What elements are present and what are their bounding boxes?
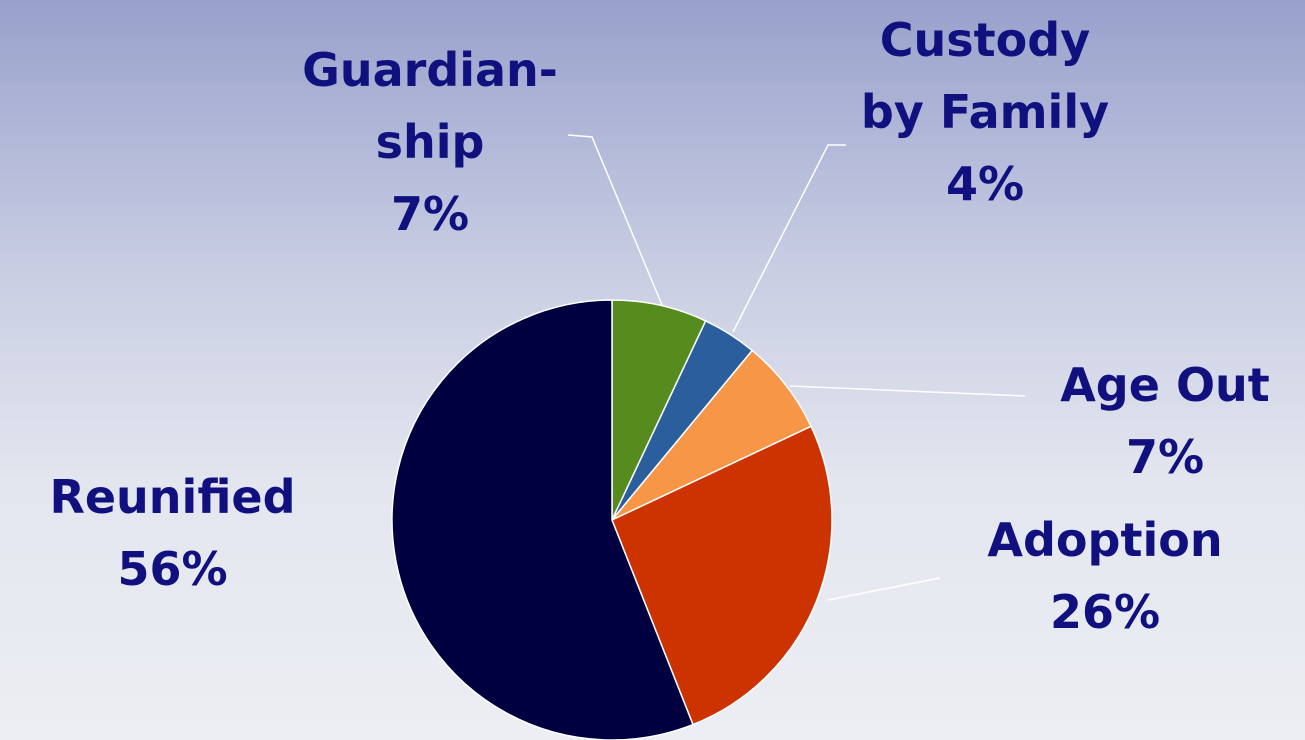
- leader-line: [567, 134, 663, 306]
- pie-slice: [611, 425, 833, 726]
- slice-label: Custody by Family 4%: [855, 4, 1115, 220]
- leader-lines: [567, 134, 1026, 601]
- leader-line: [789, 385, 1026, 397]
- category-label: Custody by Family: [860, 13, 1110, 139]
- category-label: Guardian-ship: [302, 43, 558, 169]
- value-label: 7%: [1125, 430, 1205, 484]
- value-label: 56%: [117, 542, 228, 596]
- leader-line: [827, 577, 941, 601]
- slice-label: Age Out 7%: [1020, 349, 1305, 493]
- pie-slice: [391, 299, 694, 740]
- slice-label: Adoption 26%: [945, 504, 1265, 648]
- leader-line: [732, 144, 846, 333]
- category-label: Reunified: [49, 470, 296, 524]
- category-label: Adoption: [987, 513, 1223, 567]
- value-label: 26%: [1049, 585, 1161, 639]
- category-label: Age Out: [1060, 358, 1270, 412]
- value-label: 7%: [390, 187, 470, 241]
- slice-label: Guardian-ship 7%: [265, 34, 595, 250]
- value-label: 4%: [945, 157, 1025, 211]
- slice-label: Reunified 56%: [10, 461, 335, 605]
